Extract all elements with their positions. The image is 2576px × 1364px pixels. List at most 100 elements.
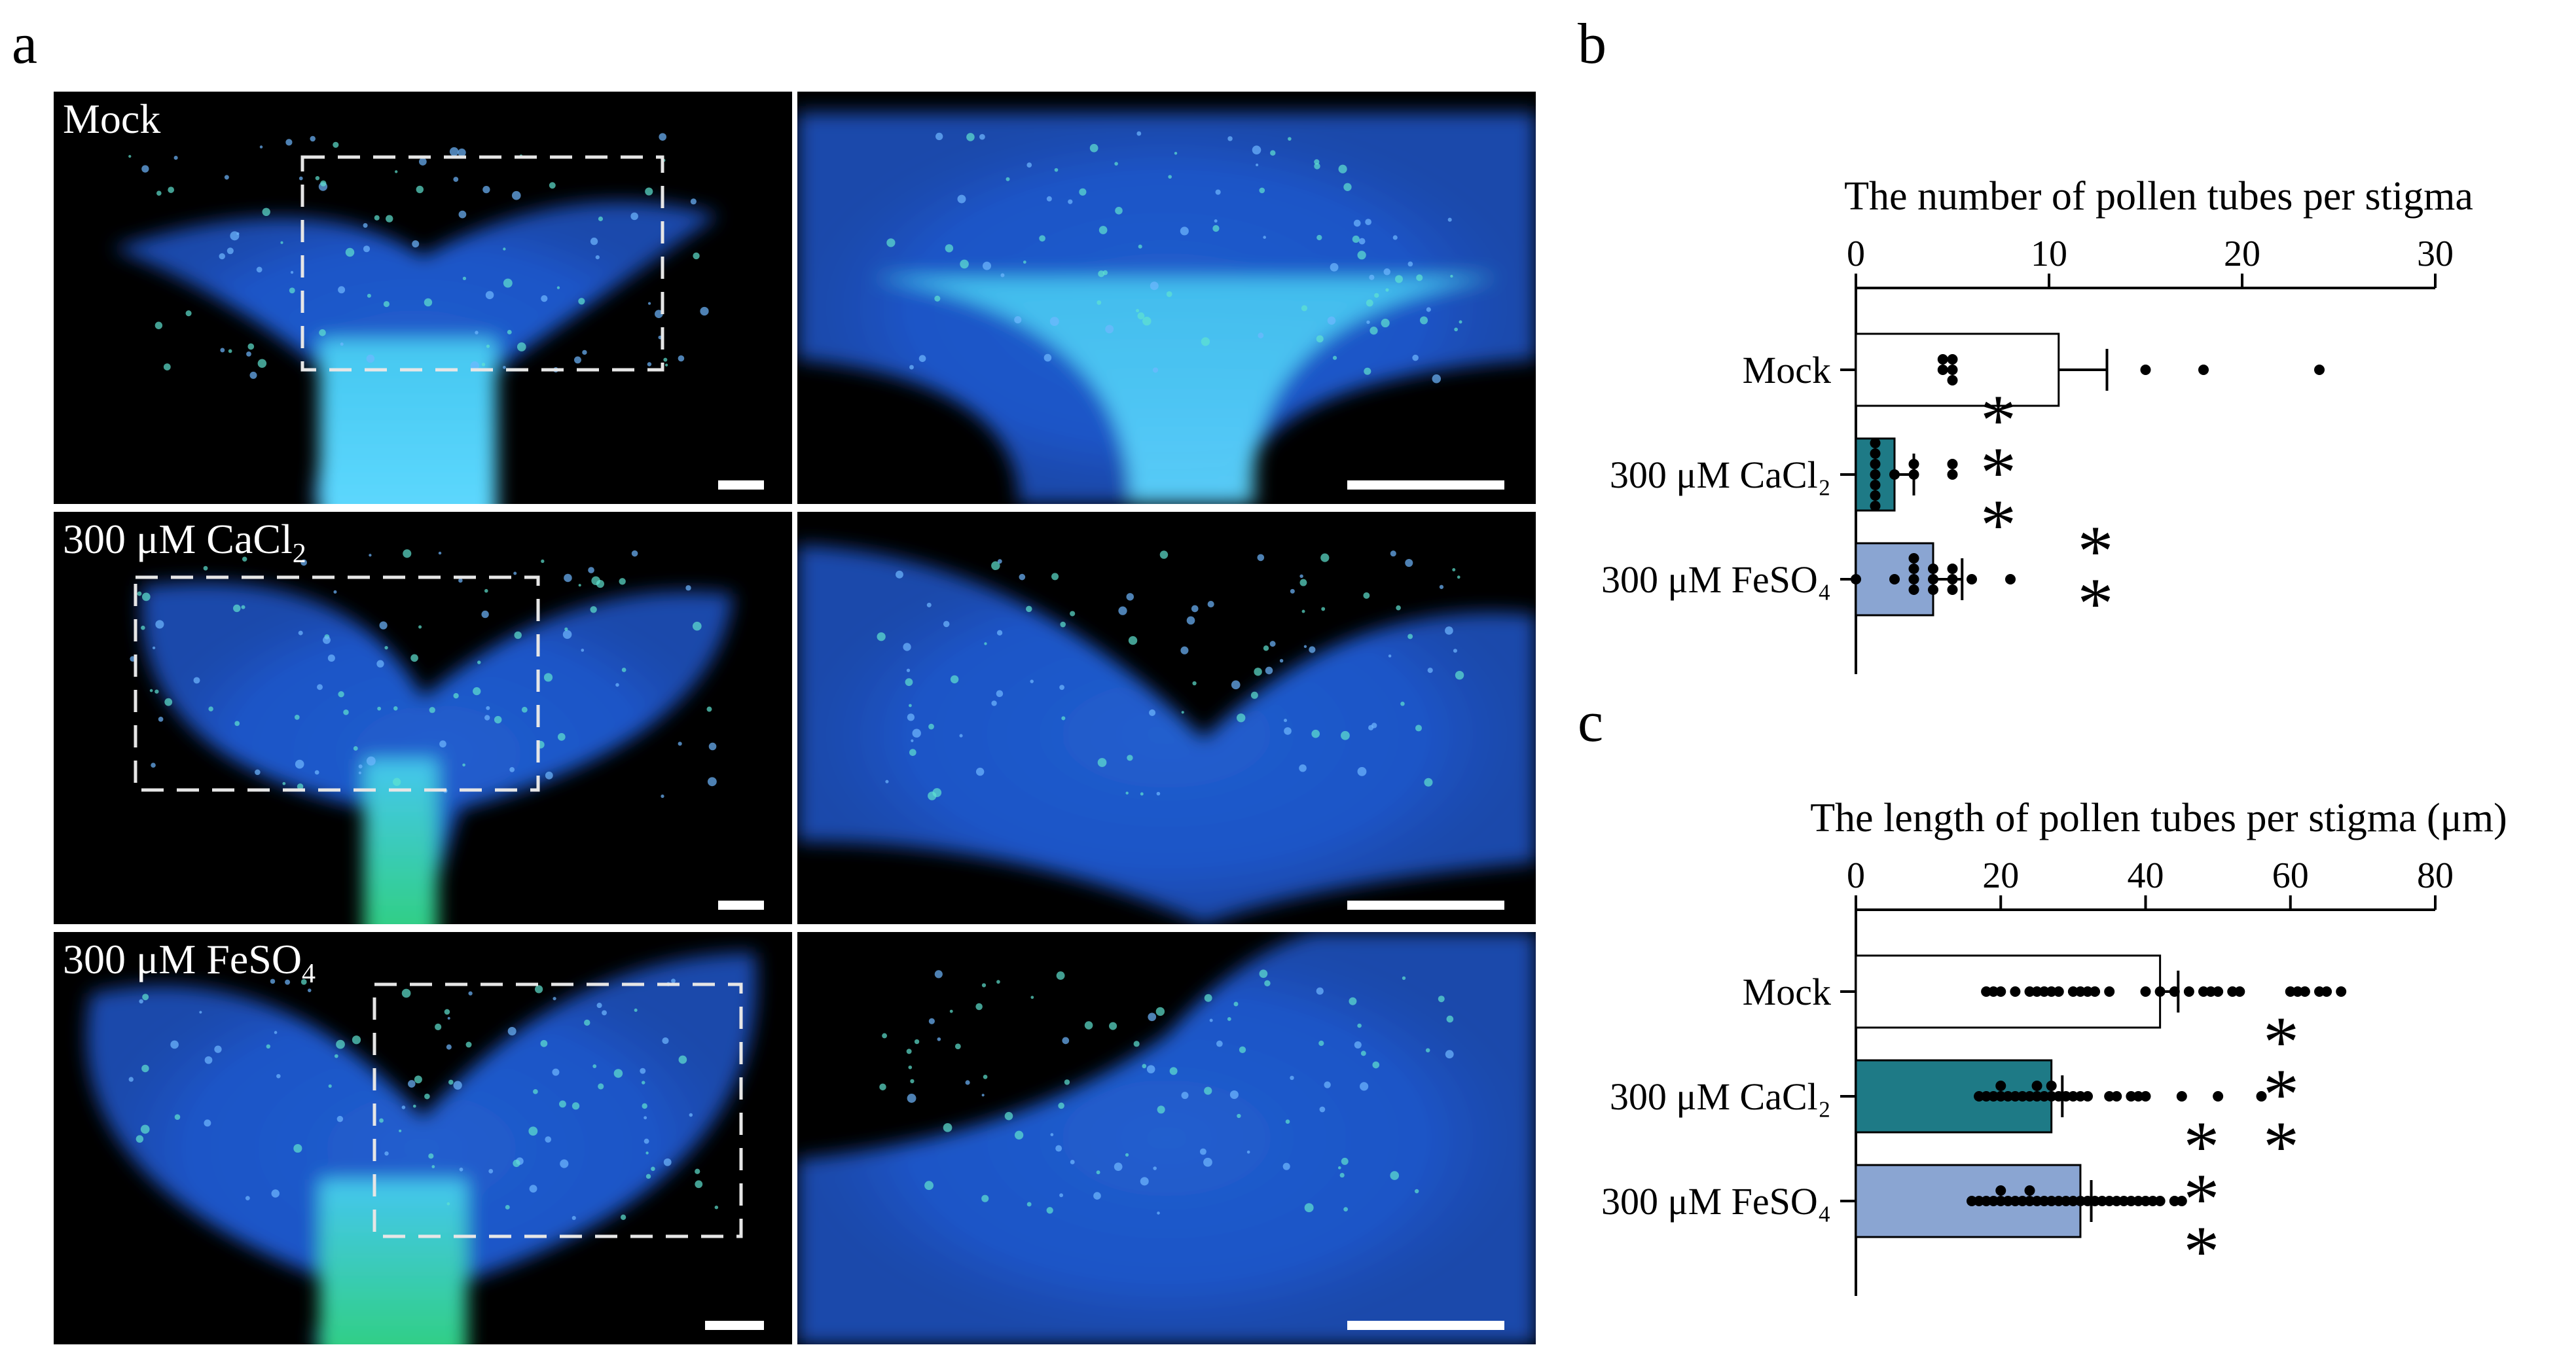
data-point	[1974, 1196, 1985, 1206]
data-point	[2213, 986, 2224, 997]
data-point	[1889, 469, 1900, 480]
data-point	[2140, 986, 2151, 997]
micrograph-2-overview: 300 μM CaCl2	[54, 512, 792, 924]
data-point	[1981, 1196, 1992, 1206]
data-point	[1870, 480, 1881, 490]
data-point	[2104, 1196, 2115, 1206]
data-point	[2067, 1196, 2078, 1206]
category-label: Mock	[1743, 971, 1831, 1013]
category-label: Mock	[1743, 349, 1831, 391]
data-point	[2046, 986, 2057, 997]
data-point	[2075, 986, 2086, 997]
data-point	[2031, 1196, 2042, 1206]
zoom-region-box	[300, 155, 664, 372]
data-point	[2140, 1091, 2151, 1102]
data-point	[1988, 1091, 1999, 1102]
data-point	[2067, 1091, 2078, 1102]
data-point	[1928, 564, 1938, 574]
significance-star: *	[2183, 1211, 2219, 1291]
data-point	[1870, 459, 1881, 469]
significance-star: *	[2263, 1107, 2299, 1187]
data-point	[2133, 1196, 2144, 1206]
significance-star: *	[2183, 1159, 2219, 1239]
data-point	[2003, 1091, 2014, 1102]
micrograph-3-overview: 300 μM FeSO4	[54, 932, 792, 1344]
data-point	[2169, 986, 2180, 997]
data-point	[1870, 438, 1881, 448]
significance-star: *	[2078, 511, 2114, 591]
data-point	[2336, 986, 2347, 997]
data-point	[1995, 1091, 2006, 1102]
data-point	[2176, 1196, 2187, 1206]
data-point	[2256, 1091, 2267, 1102]
fluorescence-image	[797, 932, 1536, 1344]
data-point	[2126, 1091, 2137, 1102]
data-point	[1908, 574, 1919, 584]
significance-star: *	[2263, 1002, 2299, 1082]
data-point	[1908, 469, 1919, 480]
data-point	[2198, 986, 2209, 997]
data-point	[2227, 986, 2238, 997]
data-point	[1928, 574, 1938, 584]
category-label: 300 μM CaCl₂	[1610, 1075, 1831, 1118]
data-point	[2154, 986, 2166, 997]
data-point	[2090, 1196, 2101, 1206]
data-point	[2060, 1196, 2071, 1206]
data-point	[2299, 986, 2310, 997]
treatment-label-text: Mock	[63, 96, 161, 142]
data-point	[1967, 574, 1977, 584]
data-point	[1937, 354, 1948, 365]
scale-bar	[1347, 901, 1504, 910]
data-point	[2154, 1196, 2166, 1206]
data-point	[2111, 1196, 2122, 1206]
data-point	[2060, 1091, 2071, 1102]
data-point	[2039, 1091, 2050, 1102]
data-point	[1870, 501, 1881, 511]
data-point	[2024, 986, 2035, 997]
data-point	[1908, 553, 1919, 564]
significance-star: *	[1980, 380, 2016, 460]
data-point	[2039, 986, 2050, 997]
data-point	[2082, 986, 2093, 997]
data-point	[1870, 490, 1881, 501]
significance-star: *	[1980, 433, 2016, 512]
data-point	[2314, 986, 2325, 997]
data-point	[2046, 1091, 2057, 1102]
data-point	[1908, 564, 1919, 574]
data-point	[2053, 986, 2064, 997]
treatment-label-subscript: 2	[292, 538, 306, 569]
treatment-label-text: 300 μM FeSO	[63, 936, 302, 982]
data-point	[2176, 1091, 2187, 1102]
data-point	[2097, 1196, 2108, 1206]
fluorescence-image	[130, 549, 733, 924]
data-point	[2031, 1081, 2042, 1091]
category-label: 300 μM FeSO₄	[1601, 558, 1831, 601]
x-tick-label: 60	[2272, 855, 2309, 896]
data-point	[2090, 986, 2101, 997]
micrograph-2-zoom	[797, 512, 1536, 924]
data-point	[1908, 584, 1919, 595]
x-tick-label: 10	[2031, 234, 2067, 274]
data-point	[2046, 1081, 2057, 1091]
category-label: 300 μM CaCl₂	[1610, 454, 1831, 496]
data-point	[2234, 986, 2245, 997]
data-point	[2126, 1196, 2137, 1206]
fluorescence-image	[797, 112, 1536, 504]
data-point	[2053, 1091, 2064, 1102]
data-point	[2005, 574, 2016, 584]
data-point	[1988, 1196, 1999, 1206]
data-point	[1870, 469, 1881, 480]
fluorescence-image	[86, 952, 757, 1344]
data-point	[1928, 584, 1938, 595]
data-point	[1995, 1185, 2006, 1196]
data-point	[1967, 1196, 1977, 1206]
data-point	[2118, 1196, 2130, 1206]
chart-pollen-tube-length: The length of pollen tubes per stigma (μ…	[1601, 796, 2507, 1296]
category-label: 300 μM FeSO₄	[1601, 1180, 1831, 1223]
panel-letter-c: c	[1578, 691, 1604, 754]
scale-bar	[1347, 1321, 1504, 1330]
data-point	[2075, 1196, 2086, 1206]
fluorescence-image	[797, 545, 1536, 924]
data-point	[2133, 1091, 2144, 1102]
scale-bar	[718, 480, 764, 490]
